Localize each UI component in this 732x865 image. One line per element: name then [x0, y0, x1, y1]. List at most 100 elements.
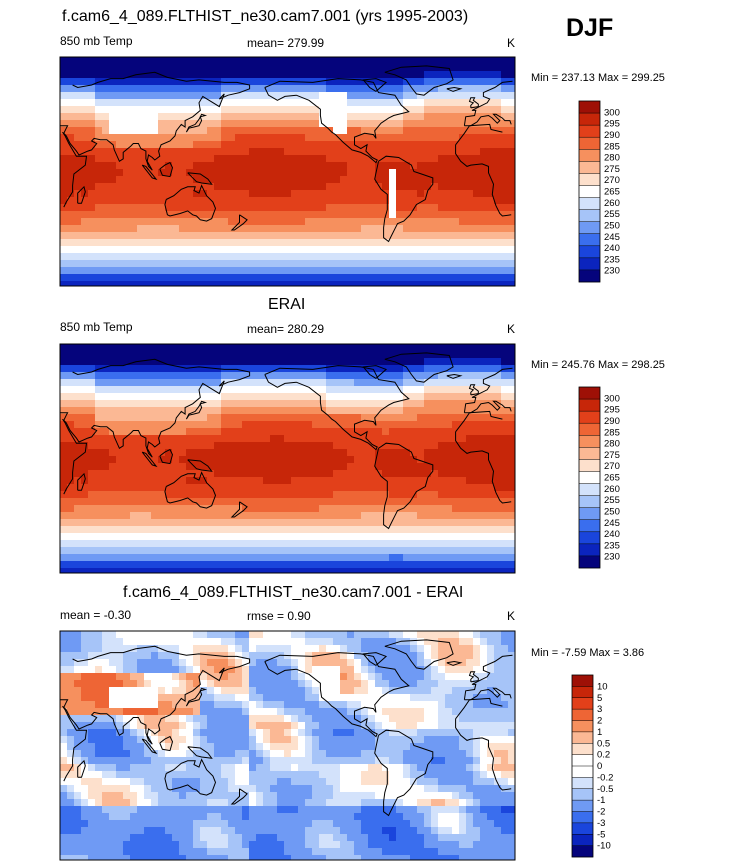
map-cell [158, 57, 166, 65]
map-cell [235, 631, 243, 639]
map-cell [88, 274, 96, 282]
map-cell [403, 246, 411, 254]
map-cell [221, 99, 229, 107]
map-cell [452, 463, 460, 471]
map-cell [102, 162, 110, 170]
map-cell [375, 428, 383, 436]
map-cell [333, 260, 341, 268]
map-cell [256, 127, 264, 135]
map-cell [487, 526, 495, 534]
map-cell [95, 463, 103, 471]
map-cell [319, 561, 327, 569]
map-cell [95, 456, 103, 464]
map-cell [137, 211, 145, 219]
map-cell [417, 246, 425, 254]
map-cell [459, 218, 467, 226]
map-cell [270, 85, 278, 93]
map-cell [319, 225, 327, 233]
map-cell [270, 379, 278, 387]
map-cell [396, 680, 404, 688]
map-cell [88, 169, 96, 177]
map-cell [235, 561, 243, 569]
map-cell [263, 358, 271, 366]
map-cell [466, 498, 474, 506]
map-cell [298, 540, 306, 548]
map-cell [396, 512, 404, 520]
map-cell [165, 218, 173, 226]
map-cell [193, 78, 201, 86]
map-cell [319, 183, 327, 191]
map-cell [319, 113, 327, 121]
map-cell [333, 638, 341, 646]
map-cell [466, 638, 474, 646]
map-cell [228, 218, 236, 226]
map-cell [424, 400, 432, 408]
map-cell [473, 211, 481, 219]
map-cell [214, 351, 222, 359]
map-cell [438, 162, 446, 170]
map-cell [158, 386, 166, 394]
map-cell [424, 344, 432, 352]
map-cell [270, 281, 278, 286]
map-cell [172, 78, 180, 86]
map-cell [270, 190, 278, 198]
map-cell [501, 141, 509, 149]
map-cell [333, 162, 341, 170]
map-cell [242, 372, 250, 380]
map-cell [263, 92, 271, 100]
map-cell [74, 498, 82, 506]
map-cell [116, 141, 124, 149]
coastline-namerica [264, 78, 410, 164]
map-cell [347, 687, 355, 695]
map-cell [326, 687, 334, 695]
map-cell [193, 435, 201, 443]
map-cell [368, 421, 376, 429]
map-cell [116, 449, 124, 457]
map-cell [60, 463, 68, 471]
map-cell [242, 652, 250, 660]
map-cell [102, 190, 110, 198]
map-cell [382, 631, 390, 639]
map-cell [501, 456, 509, 464]
map-cell [88, 449, 96, 457]
map-cell [144, 652, 152, 660]
map-cell [375, 456, 383, 464]
map-cell [431, 218, 439, 226]
map-cell [228, 442, 236, 450]
map-cell [319, 393, 327, 401]
map-cell [88, 631, 96, 639]
map-cell [137, 491, 145, 499]
map-cell [438, 78, 446, 86]
map-cell [102, 554, 110, 562]
map-cell [368, 148, 376, 156]
map-cell [312, 344, 320, 352]
map-cell [193, 218, 201, 226]
map-cell [235, 218, 243, 226]
map-cell [452, 281, 460, 286]
map-cell [270, 239, 278, 247]
map-cell [452, 631, 460, 639]
map-cell [207, 225, 215, 233]
map-cell [452, 260, 460, 268]
map-cell [284, 134, 292, 142]
map-cell [361, 519, 369, 527]
map-cell [263, 141, 271, 149]
map-cell [431, 365, 439, 373]
map-cell [473, 57, 481, 65]
map-cell [354, 99, 362, 107]
map-cell [424, 463, 432, 471]
map-cell [445, 463, 453, 471]
map-cell [88, 176, 96, 184]
map-cell [172, 519, 180, 527]
map-cell [466, 358, 474, 366]
map-cell [60, 99, 68, 107]
map-cell [494, 57, 502, 65]
map-cell [277, 379, 285, 387]
map-cell [284, 197, 292, 205]
map-cell [424, 547, 432, 555]
map-cell [375, 351, 383, 359]
colorbar-tick-label: 240 [604, 243, 620, 254]
map-cell [116, 484, 124, 492]
map-cell [249, 554, 257, 562]
map-cell [130, 540, 138, 548]
